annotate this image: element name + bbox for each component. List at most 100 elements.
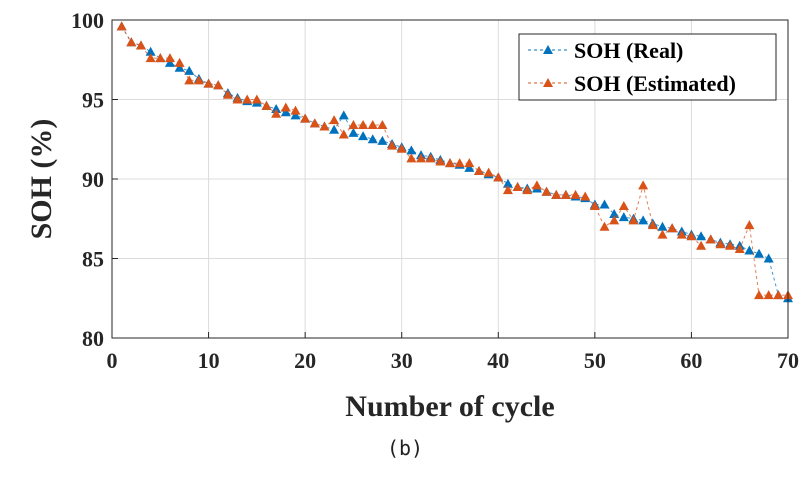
data-point — [145, 53, 156, 63]
data-point — [396, 143, 407, 153]
x-tick-label: 0 — [107, 348, 118, 373]
data-point — [754, 290, 765, 300]
data-point — [464, 158, 475, 168]
data-point — [135, 40, 146, 50]
data-point — [445, 158, 455, 168]
data-point — [329, 115, 340, 125]
data-point — [609, 215, 620, 225]
data-point — [164, 53, 175, 63]
data-point — [638, 180, 649, 190]
data-point — [290, 105, 301, 115]
data-point — [599, 221, 610, 231]
data-point — [589, 201, 600, 211]
series-line — [121, 26, 789, 299]
y-tick-label: 85 — [82, 247, 104, 272]
data-point — [319, 121, 330, 131]
data-point — [174, 62, 185, 72]
data-point — [657, 221, 668, 231]
data-point — [406, 153, 417, 163]
data-point — [271, 104, 282, 114]
data-point — [377, 135, 388, 145]
data-point — [454, 158, 465, 168]
data-point — [676, 229, 687, 239]
legend-box — [518, 33, 777, 101]
data-point — [647, 220, 658, 230]
y-tick-label: 100 — [71, 8, 104, 33]
data-point — [570, 189, 581, 199]
data-point — [435, 156, 446, 166]
data-point — [377, 119, 388, 129]
y-axis-title: SOH (%) — [25, 119, 58, 240]
data-point — [744, 245, 755, 255]
data-point — [367, 134, 378, 144]
figure-caption: (b) — [386, 436, 424, 460]
data-point — [271, 108, 282, 118]
series-line — [121, 26, 788, 296]
data-point — [609, 208, 620, 218]
y-tick-label: 80 — [82, 326, 104, 351]
y-tick-label: 90 — [82, 167, 104, 192]
data-point — [502, 185, 513, 195]
tick-labels: 0 10 20 30 40 50 60 70 80 85 90 95 100 — [71, 8, 799, 373]
legend-marker — [543, 45, 553, 54]
x-tick-label: 20 — [294, 348, 316, 373]
soh-chart: 0 10 20 30 40 50 60 70 80 85 90 95 100 Number of cyc… — [25, 8, 799, 423]
data-point — [387, 140, 398, 150]
data-point — [184, 65, 195, 75]
data-point — [406, 145, 417, 155]
data-point — [232, 94, 243, 104]
data-point — [705, 234, 716, 244]
data-point — [473, 166, 484, 176]
legend-label: SOH (Estimated) — [574, 71, 736, 96]
legend: SOH (Real) SOH (Estimated) — [518, 33, 777, 101]
x-tick-label: 50 — [584, 348, 606, 373]
data-point — [290, 110, 301, 120]
data-point — [338, 110, 349, 120]
data-point — [348, 119, 359, 129]
data-point — [754, 248, 765, 258]
y-tick-label: 95 — [82, 88, 104, 113]
data-point — [193, 75, 204, 85]
data-point — [493, 172, 504, 182]
data-point — [145, 46, 156, 56]
series-layer — [116, 21, 793, 303]
x-tick-label: 10 — [198, 348, 220, 373]
data-point — [309, 118, 320, 128]
data-point — [261, 100, 272, 110]
data-point — [618, 212, 629, 222]
legend-label: SOH (Real) — [574, 38, 683, 63]
data-point — [763, 290, 774, 300]
data-point — [522, 185, 533, 195]
data-point — [599, 199, 610, 209]
data-point — [512, 181, 523, 191]
data-point — [618, 201, 629, 211]
data-point — [184, 75, 195, 85]
data-point — [251, 94, 262, 104]
data-point — [464, 162, 475, 172]
data-point — [358, 119, 369, 129]
data-point — [280, 107, 291, 117]
data-point — [638, 215, 649, 225]
data-point — [541, 186, 552, 196]
data-point — [116, 21, 127, 31]
data-point — [367, 119, 378, 129]
data-point — [348, 127, 359, 137]
data-point — [126, 37, 137, 47]
legend-marker — [543, 78, 553, 87]
x-tick-label: 60 — [680, 348, 702, 373]
data-point — [734, 243, 745, 253]
data-point — [164, 57, 175, 67]
data-point — [531, 180, 542, 190]
data-point — [425, 153, 436, 163]
data-point — [329, 124, 340, 134]
data-point — [657, 229, 668, 239]
data-point — [416, 153, 427, 163]
data-point — [744, 220, 755, 230]
data-point — [358, 131, 369, 141]
data-point — [628, 215, 639, 225]
data-point — [280, 102, 291, 112]
data-point — [560, 189, 571, 199]
data-point — [686, 231, 697, 241]
data-point — [203, 78, 214, 88]
data-point — [725, 240, 736, 250]
